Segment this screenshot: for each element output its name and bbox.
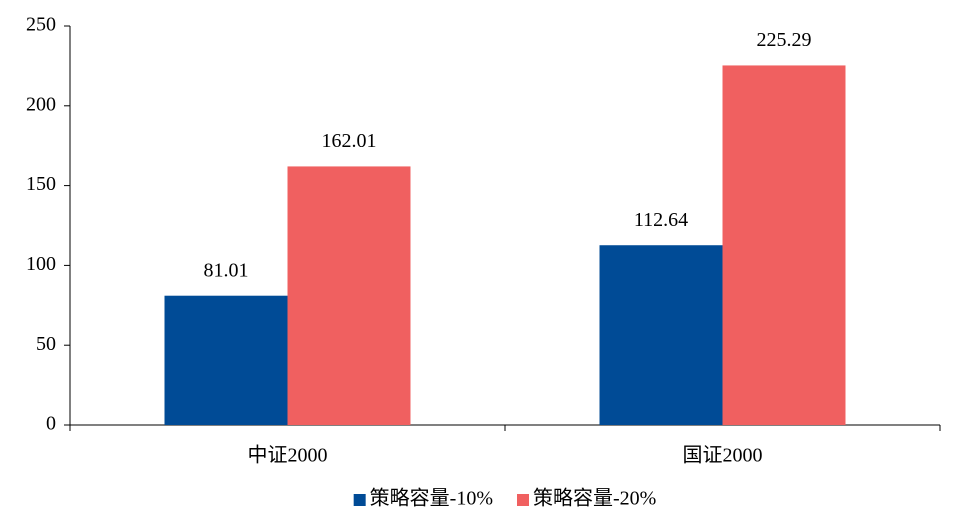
legend: 策略容量-10% 策略容量-20% [353, 487, 656, 510]
y-tick-label: 250 [26, 14, 56, 36]
legend-swatch [353, 494, 366, 506]
y-tick-label: 0 [46, 413, 56, 435]
y-tick-label: 150 [26, 173, 56, 195]
y-tick-label: 50 [36, 333, 56, 355]
value-label: 81.01 [204, 259, 249, 281]
legend-swatch [517, 494, 529, 506]
x-tick-label: 国证2000 [683, 444, 763, 467]
bar [287, 166, 411, 425]
bar [164, 295, 288, 425]
bar [599, 245, 723, 425]
value-label: 112.64 [634, 209, 688, 231]
y-tick-label: 200 [26, 93, 56, 115]
x-tick-label: 中证2000 [248, 444, 328, 467]
legend-label: 策略容量-10% [370, 487, 493, 510]
legend-label: 策略容量-20% [533, 487, 656, 510]
y-tick-label: 100 [26, 253, 56, 275]
value-label: 225.29 [757, 29, 812, 51]
bar [722, 65, 846, 425]
value-label: 162.01 [322, 130, 377, 152]
